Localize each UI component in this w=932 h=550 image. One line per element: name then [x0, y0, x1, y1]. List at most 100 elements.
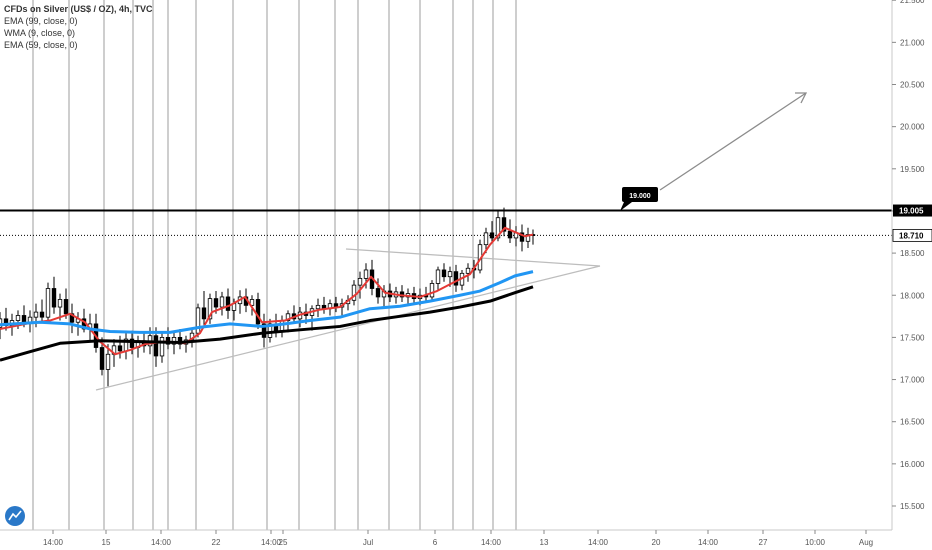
projection-arrowhead: [795, 92, 808, 104]
price-tick-label: 20.500: [900, 81, 925, 90]
tradingview-cloud-icon[interactable]: [5, 506, 25, 526]
price-tick-label: 16.500: [900, 418, 925, 427]
projection-arrow-line[interactable]: [659, 92, 807, 191]
candle-up: [57, 299, 63, 308]
candle-down: [261, 323, 267, 338]
candle-down: [255, 299, 261, 325]
price-tick-label: 17.500: [900, 333, 925, 342]
candle-down: [519, 232, 525, 242]
candle-up: [483, 232, 489, 246]
candle-up: [357, 277, 363, 286]
candle-up: [351, 284, 357, 301]
time-tick-label: 10:00: [805, 538, 826, 547]
trend-drawings[interactable]: 19.000: [95, 92, 808, 391]
candle-down: [117, 345, 123, 352]
time-tick-label: 14:00: [588, 538, 609, 547]
ema59-line: [0, 285, 534, 362]
candle-down: [39, 311, 45, 318]
candle-up: [15, 315, 21, 321]
candle-down: [375, 288, 381, 298]
wma9-line: [0, 226, 534, 356]
price-tick-label: 18.500: [900, 249, 925, 258]
candle-up: [249, 299, 255, 306]
candle-up: [0, 318, 3, 328]
candle-up: [171, 336, 177, 345]
resistance-price-label: 19.005: [899, 207, 924, 216]
candle-down: [51, 288, 57, 308]
candle-up: [45, 288, 51, 318]
candle-up: [429, 283, 435, 298]
time-tick-label: 27: [759, 538, 768, 547]
candle-down: [201, 307, 207, 320]
time-tick-label: 14:00: [43, 538, 64, 547]
candle-up: [315, 304, 321, 310]
candle-down: [99, 347, 105, 370]
price-tick-label: 21.000: [900, 38, 925, 47]
annotation-pointer: [620, 202, 632, 211]
resistance-price-badge: [893, 204, 932, 217]
time-tick-label: 25: [279, 538, 288, 547]
indicator-series: [0, 226, 534, 362]
candle-down: [213, 298, 219, 308]
time-tick-label: 15: [102, 538, 111, 547]
time-tick-label: Jul: [363, 538, 373, 547]
vertical-grid: [32, 0, 517, 530]
last-price-badge: [892, 228, 932, 242]
candle-up: [525, 234, 531, 242]
candle-down: [177, 336, 183, 345]
price-tick-label: 16.000: [900, 460, 925, 469]
candle-up: [33, 311, 39, 318]
candle-down: [489, 232, 495, 239]
annotation-label: 19.000: [629, 193, 651, 200]
time-tick-label: 22: [212, 538, 221, 547]
candle-down: [21, 315, 27, 323]
time-tick-label: 20: [652, 538, 661, 547]
time-tick-label: 6: [433, 538, 438, 547]
candle-up: [267, 323, 273, 338]
candle-down: [501, 217, 507, 232]
price-tick-label: 21.500: [900, 0, 925, 5]
candle-down: [63, 299, 69, 315]
candle-up: [465, 267, 471, 274]
candle-up: [435, 269, 441, 284]
time-tick-label: 14:00: [261, 538, 282, 547]
time-tick-label: Aug: [859, 538, 873, 547]
symbol-title[interactable]: CFDs on Silver (US$ / OZ), 4h, TVC: [4, 4, 153, 14]
triangle-lower-line[interactable]: [95, 265, 601, 391]
candle-down: [225, 296, 231, 311]
time-tick-label: 14:00: [151, 538, 172, 547]
candle-down: [153, 335, 159, 357]
candle-down: [507, 230, 513, 239]
candle-down: [441, 269, 447, 278]
triangle-upper-line[interactable]: [345, 248, 601, 267]
candle-up: [363, 269, 369, 279]
candle-up: [285, 313, 291, 321]
chart-legend: CFDs on Silver (US$ / OZ), 4h, TVC EMA (…: [4, 3, 153, 51]
price-tick-label: 17.000: [900, 376, 925, 385]
time-tick-label: 14:00: [698, 538, 719, 547]
price-tick-label: 15.500: [900, 502, 925, 511]
candle-down: [453, 271, 459, 286]
candle-up: [219, 296, 225, 308]
candle-up: [447, 271, 453, 278]
price-axis[interactable]: 21.50021.00020.50020.00019.50019.00018.5…: [891, 0, 932, 530]
legend-indicator-ema99[interactable]: EMA (99, close, 0): [4, 16, 78, 26]
candle-up: [495, 217, 501, 239]
annotation-callout[interactable]: [622, 187, 658, 202]
candle-down: [129, 338, 135, 348]
candle-up: [207, 298, 213, 320]
candle-up: [105, 353, 111, 370]
last-price-label: 18.710: [899, 231, 924, 240]
legend-indicator-ema59[interactable]: EMA (59, close, 0): [4, 40, 78, 50]
time-tick-label: 13: [540, 538, 549, 547]
time-tick-label: 14:00: [481, 538, 502, 547]
candle-up: [195, 307, 201, 334]
candle-up: [159, 336, 165, 357]
legend-indicator-wma9[interactable]: WMA (9, close, 0): [4, 28, 76, 38]
price-tick-label: 20.000: [900, 123, 925, 132]
price-tick-label: 18.000: [900, 291, 925, 300]
ema99-line: [0, 270, 534, 334]
price-tick-label: 19.500: [900, 165, 925, 174]
